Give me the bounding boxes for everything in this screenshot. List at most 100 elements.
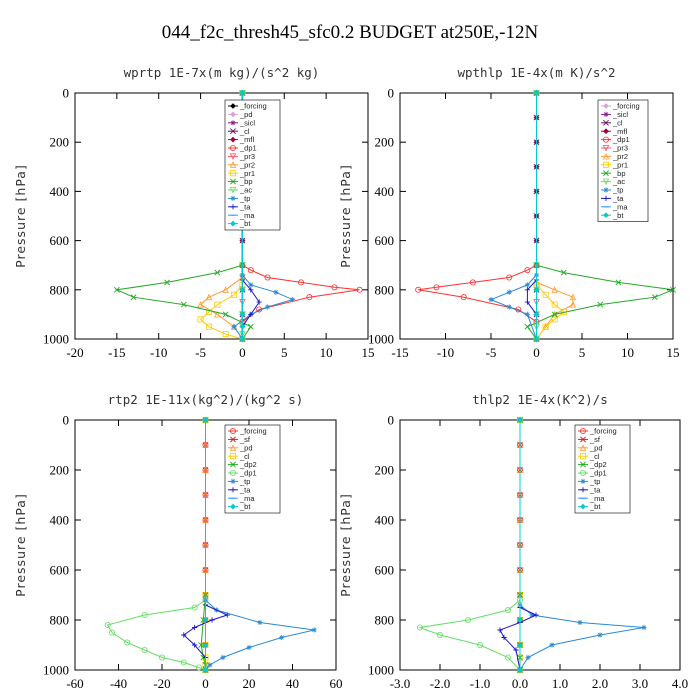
data-point xyxy=(525,654,531,661)
series-line xyxy=(199,93,243,340)
data-point xyxy=(214,301,221,308)
data-point xyxy=(533,286,540,293)
panel-wpthlp: wpthlp 1E-4x(m K)/s^2 -15 -10 -5 0 5 10 15 0 200 4… xyxy=(338,65,680,360)
data-point xyxy=(222,311,229,318)
legend-entry: _ma xyxy=(578,494,605,503)
legend: _forcing_sf_pd_cl_dp2_dp1_tp_ta_ma_bt xyxy=(224,424,281,514)
series-bt xyxy=(517,417,523,673)
data-point xyxy=(248,311,254,317)
y-tick-label: 600 xyxy=(375,233,395,248)
series-bt xyxy=(202,417,209,673)
data-point xyxy=(513,647,519,653)
data-point xyxy=(246,644,252,651)
x-tick-label: -2.0 xyxy=(430,676,451,691)
series-line xyxy=(115,93,252,340)
data-point xyxy=(533,90,540,96)
y-tick-label: 0 xyxy=(388,413,395,428)
data-point xyxy=(524,267,531,274)
legend-label: _ma xyxy=(239,211,255,220)
legend-marker xyxy=(230,178,236,185)
panel-rtp2: rtp2 1E-11x(kg^2)/(kg^2 s) -60 -40 -20 0 20 40… xyxy=(13,392,343,691)
subplot-title: rtp2 1E-11x(kg^2)/(kg^2 s) xyxy=(108,392,304,407)
legend-label: _mfl xyxy=(239,135,255,144)
data-point xyxy=(202,617,209,623)
legend-label: _pd xyxy=(239,443,253,452)
series-bt xyxy=(533,90,540,342)
data-point xyxy=(577,619,583,626)
legend-entry: _ta xyxy=(601,194,624,203)
series-line xyxy=(536,93,565,340)
data-point xyxy=(551,286,558,293)
legend-label: _pr3 xyxy=(612,144,628,153)
legend: _forcing_sf_pd_cl_dp2_dp1_tp_ta_ma_bt xyxy=(574,424,631,514)
legend-label: _dp1 xyxy=(239,144,257,153)
series-dp1 xyxy=(416,416,524,674)
y-tick-label: 400 xyxy=(50,513,70,528)
legend-label: _dp1 xyxy=(239,469,257,478)
data-point xyxy=(198,642,205,648)
legend-marker xyxy=(230,461,236,468)
data-point xyxy=(257,619,263,626)
legend-entry: _bt xyxy=(228,219,251,228)
legend-entry: _sicl xyxy=(601,110,628,119)
legend-label: _ma xyxy=(589,494,605,503)
legend-entry: _pr1 xyxy=(601,160,628,169)
data-point xyxy=(549,642,555,648)
data-point xyxy=(290,297,296,303)
legend-marker xyxy=(603,128,609,135)
legend-label: _bp xyxy=(612,169,626,178)
legend-marker xyxy=(602,144,610,152)
legend-label: _ta xyxy=(239,485,251,494)
x-tick-label: 3.0 xyxy=(632,676,648,691)
x-tick-label: 1.0 xyxy=(552,676,568,691)
data-point xyxy=(247,267,254,274)
data-point xyxy=(164,279,171,286)
legend-marker xyxy=(229,444,237,451)
page-title: 044_f2c_thresh45_sfc0.2 BUDGET at250E,-1… xyxy=(161,22,539,43)
legend-label: _pr3 xyxy=(239,152,255,161)
legend-label: _bt xyxy=(612,211,624,220)
data-point xyxy=(524,323,531,330)
x-tick-label: -40 xyxy=(110,676,127,691)
legend-label: _bt xyxy=(239,502,251,511)
legend-entry: _bt xyxy=(228,502,251,511)
legend-label: _dp2 xyxy=(589,460,607,469)
legend-label: _pr2 xyxy=(612,152,628,161)
y-tick-label: 400 xyxy=(50,184,70,199)
data-point xyxy=(214,269,221,276)
data-point xyxy=(273,289,279,295)
subplot-title: thlp2 1E-4x(K^2)/s xyxy=(472,392,607,407)
legend-label: _sicl xyxy=(612,110,628,119)
series-line xyxy=(526,93,675,340)
data-point xyxy=(356,286,363,293)
axes-frame xyxy=(74,92,369,340)
legend-marker xyxy=(603,111,609,117)
legend-marker xyxy=(229,144,236,151)
data-point xyxy=(415,286,422,293)
legend-marker xyxy=(230,220,236,227)
series-line xyxy=(199,93,243,340)
data-point xyxy=(231,291,238,298)
y-tick-label: 800 xyxy=(50,282,70,297)
y-tick-label: 200 xyxy=(375,135,395,150)
data-point xyxy=(533,336,540,342)
legend-entry: _pd xyxy=(578,443,603,452)
x-tick-label: -15 xyxy=(108,345,125,360)
x-tick-label: 10 xyxy=(320,345,333,360)
data-point xyxy=(670,286,676,293)
y-tick-label: 0 xyxy=(63,86,70,101)
data-point xyxy=(560,269,567,276)
legend-label: _ma xyxy=(612,202,628,211)
legend-label: _tp xyxy=(612,186,623,195)
legend-label: _tp xyxy=(239,194,250,203)
legend-entry: _tp xyxy=(578,477,600,486)
data-point xyxy=(436,632,443,639)
data-point xyxy=(141,647,148,654)
x-tick-label: 4.0 xyxy=(672,676,688,691)
panel-wprtp: wprtp 1E-7x(m kg)/(s^2 kg) -20 -15 -10 -5 0 5 1… xyxy=(13,65,375,360)
series-dp1 xyxy=(104,416,209,674)
y-tick-label: 1000 xyxy=(368,332,394,347)
data-point xyxy=(239,311,246,318)
data-point xyxy=(506,289,512,295)
x-tick-label: 0 xyxy=(202,676,209,691)
